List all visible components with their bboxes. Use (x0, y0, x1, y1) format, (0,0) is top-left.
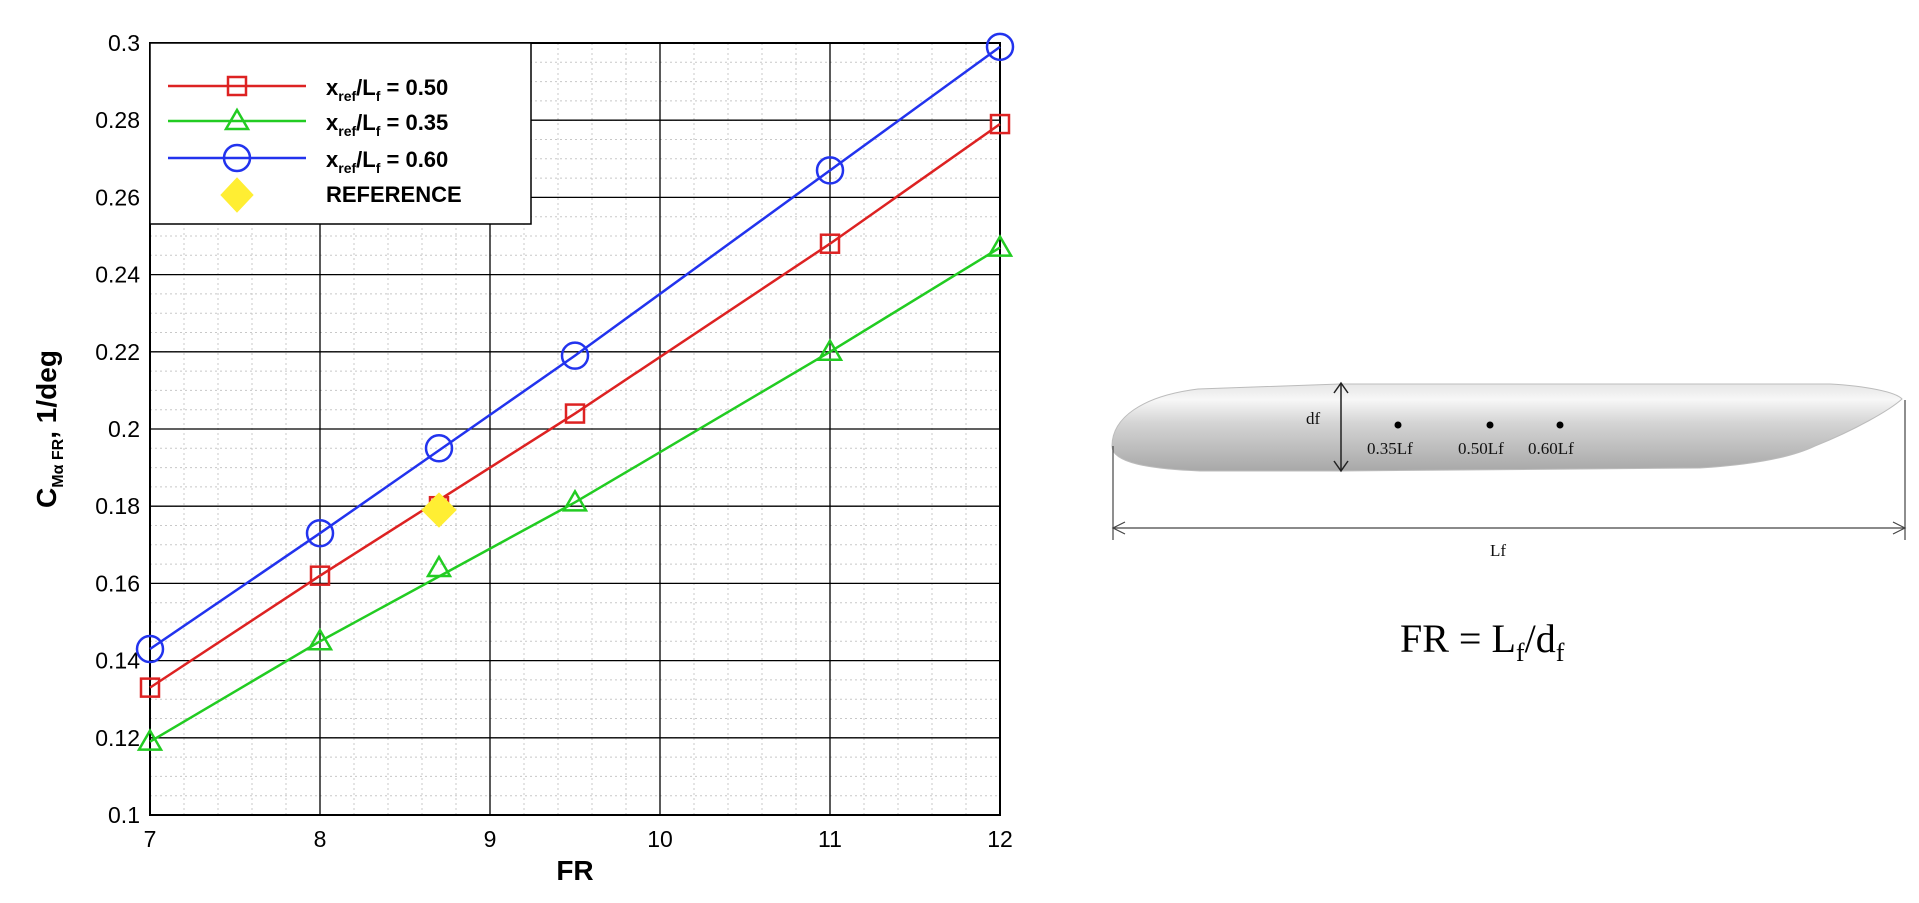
legend-box (149, 42, 532, 225)
x-tick-label: 12 (987, 826, 1013, 852)
x-axis-title: FR (556, 855, 593, 886)
legend-item-0: xref/Lf = 0.50 (168, 75, 448, 104)
y-tick-label: 0.24 (95, 262, 140, 288)
plot-border (149, 42, 1001, 816)
series-line-0 (149, 123, 1001, 689)
y-tick-label: 0.28 (95, 107, 140, 133)
df-arrowhead-top (1333, 381, 1349, 394)
y-axis-ticks: 0.1 0.12 0.14 0.16 0.18 0.2 0.22 0.24 0.26 0.28 0.… (95, 30, 140, 828)
series-lines (149, 45, 1001, 743)
data-point-circle (815, 156, 845, 185)
data-point-circle (424, 434, 454, 463)
legend-item-2: xref/Lf = 0.60 (168, 143, 448, 176)
fineness-ratio-formula: FR = Lf/df (1400, 616, 1565, 667)
y-axis-title: CMα FR, 1/deg (31, 350, 67, 508)
lf-arrowhead-right (1892, 521, 1907, 535)
lf-label: Lf (1490, 541, 1506, 560)
lf-arrowhead-left (1111, 521, 1126, 535)
data-point-triangle (816, 338, 844, 362)
legend-label: xref/Lf = 0.35 (326, 110, 448, 139)
data-point-triangle (425, 554, 453, 578)
x-tick-label: 8 (314, 826, 327, 852)
x-tick-label: 10 (647, 826, 673, 852)
point-0.35Lf (1394, 421, 1402, 429)
data-point-circle (560, 341, 590, 370)
y-tick-label: 0.14 (95, 648, 140, 674)
data-point-square (309, 565, 331, 586)
data-point-circle (985, 32, 1015, 62)
fuselage-body (1111, 383, 1903, 472)
point-label-0.35Lf: 0.35Lf (1367, 439, 1413, 458)
y-tick-label: 0.18 (95, 493, 140, 519)
data-point-triangle (986, 234, 1014, 257)
data-point-circle (135, 634, 165, 664)
plot-area: 7 8 9 10 11 12 0.1 0.12 0.14 0.16 0.18 0.2 0.22 0.24… (95, 30, 1015, 852)
legend: xref/Lf = 0.50 xref/Lf = 0.35 xref/Lf = … (149, 42, 532, 225)
data-point-triangle (306, 627, 334, 651)
series-line-2 (149, 45, 1001, 651)
x-axis-ticks: 7 8 9 10 11 12 (144, 826, 1013, 852)
legend-label: xref/Lf = 0.60 (326, 147, 448, 176)
series-markers (135, 32, 1015, 751)
y-tick-label: 0.2 (108, 416, 140, 442)
reference-point (421, 492, 457, 528)
y-tick-label: 0.3 (108, 30, 140, 56)
legend-circle-marker (222, 143, 252, 173)
fuselage-diagram: df 0.35Lf 0.50Lf 0.60Lf Lf (1111, 381, 1907, 560)
data-point-square (564, 403, 586, 424)
x-tick-label: 11 (818, 826, 842, 852)
x-tick-label: 7 (144, 826, 157, 852)
legend-triangle-marker (223, 107, 251, 131)
series-line-1 (149, 246, 1001, 743)
data-point-circle (305, 518, 335, 548)
legend-label: REFERENCE (326, 182, 462, 207)
data-point-square (989, 113, 1011, 135)
legend-diamond-marker (220, 177, 254, 213)
y-tick-label: 0.12 (95, 725, 140, 751)
df-arrowhead-bottom (1333, 460, 1349, 473)
data-point-triangle (561, 488, 589, 512)
legend-label: xref/Lf = 0.50 (326, 75, 448, 104)
data-point-triangle (136, 728, 164, 751)
point-0.60Lf (1556, 421, 1564, 429)
legend-item-reference: REFERENCE (220, 177, 462, 213)
y-tick-label: 0.22 (95, 339, 140, 365)
y-tick-label: 0.26 (95, 184, 140, 210)
legend-item-1: xref/Lf = 0.35 (168, 107, 448, 139)
y-tick-label: 0.16 (95, 570, 140, 596)
df-label: df (1306, 409, 1321, 428)
point-label-0.50Lf: 0.50Lf (1458, 439, 1504, 458)
data-point-square (139, 677, 161, 698)
x-tick-label: 9 (484, 826, 497, 852)
point-0.50Lf (1486, 421, 1494, 429)
data-point-square (819, 233, 841, 254)
y-tick-label: 0.1 (108, 802, 140, 828)
point-label-0.60Lf: 0.60Lf (1528, 439, 1574, 458)
legend-square-marker (226, 75, 248, 97)
